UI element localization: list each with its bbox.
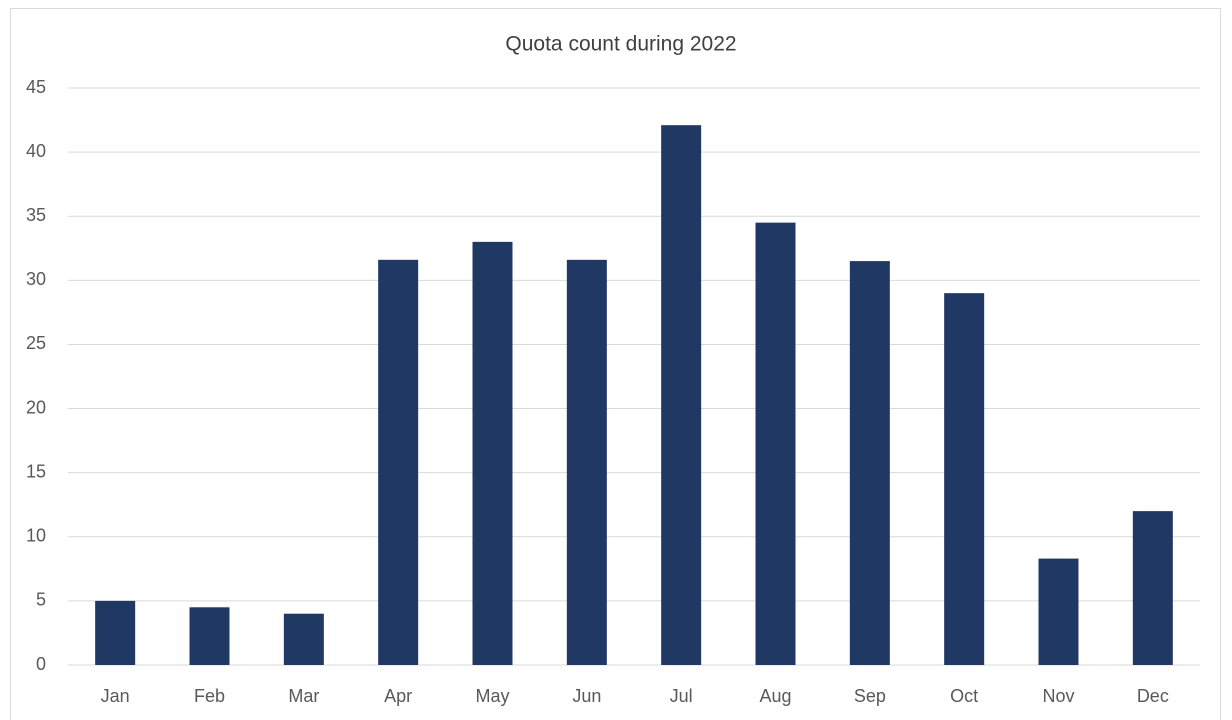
bar — [1038, 558, 1079, 665]
chart-border — [10, 8, 1221, 720]
bar — [95, 600, 136, 665]
x-tick-label: Nov — [1042, 686, 1074, 706]
bar — [849, 261, 890, 665]
x-tick-label: Mar — [288, 686, 319, 706]
x-tick-label: Sep — [854, 686, 886, 706]
bar — [283, 613, 324, 665]
y-tick-label: 20 — [26, 397, 46, 417]
x-tick-label: Aug — [759, 686, 791, 706]
x-tick-label: Oct — [950, 686, 978, 706]
y-tick-label: 30 — [26, 269, 46, 289]
bar — [566, 259, 607, 665]
y-tick-label: 15 — [26, 461, 46, 481]
x-tick-label: Dec — [1137, 686, 1169, 706]
bar — [378, 259, 419, 665]
y-tick-label: 0 — [36, 654, 46, 674]
chart-title: Quota count during 2022 — [505, 33, 736, 56]
x-tick-label: May — [475, 686, 509, 706]
bar — [661, 125, 702, 665]
x-tick-label: Jul — [670, 686, 693, 706]
bar — [472, 241, 513, 665]
y-tick-label: 5 — [36, 590, 46, 610]
y-tick-label: 10 — [26, 526, 46, 546]
x-tick-label: Jun — [572, 686, 601, 706]
x-tick-label: Jan — [101, 686, 130, 706]
y-tick-label: 40 — [26, 141, 46, 161]
bar — [189, 607, 230, 665]
y-tick-label: 25 — [26, 333, 46, 353]
x-tick-label: Feb — [194, 686, 225, 706]
bar — [944, 293, 985, 665]
bar — [755, 222, 796, 665]
bar — [1132, 511, 1173, 665]
y-tick-label: 45 — [26, 77, 46, 97]
x-tick-label: Apr — [384, 686, 412, 706]
y-tick-label: 35 — [26, 205, 46, 225]
